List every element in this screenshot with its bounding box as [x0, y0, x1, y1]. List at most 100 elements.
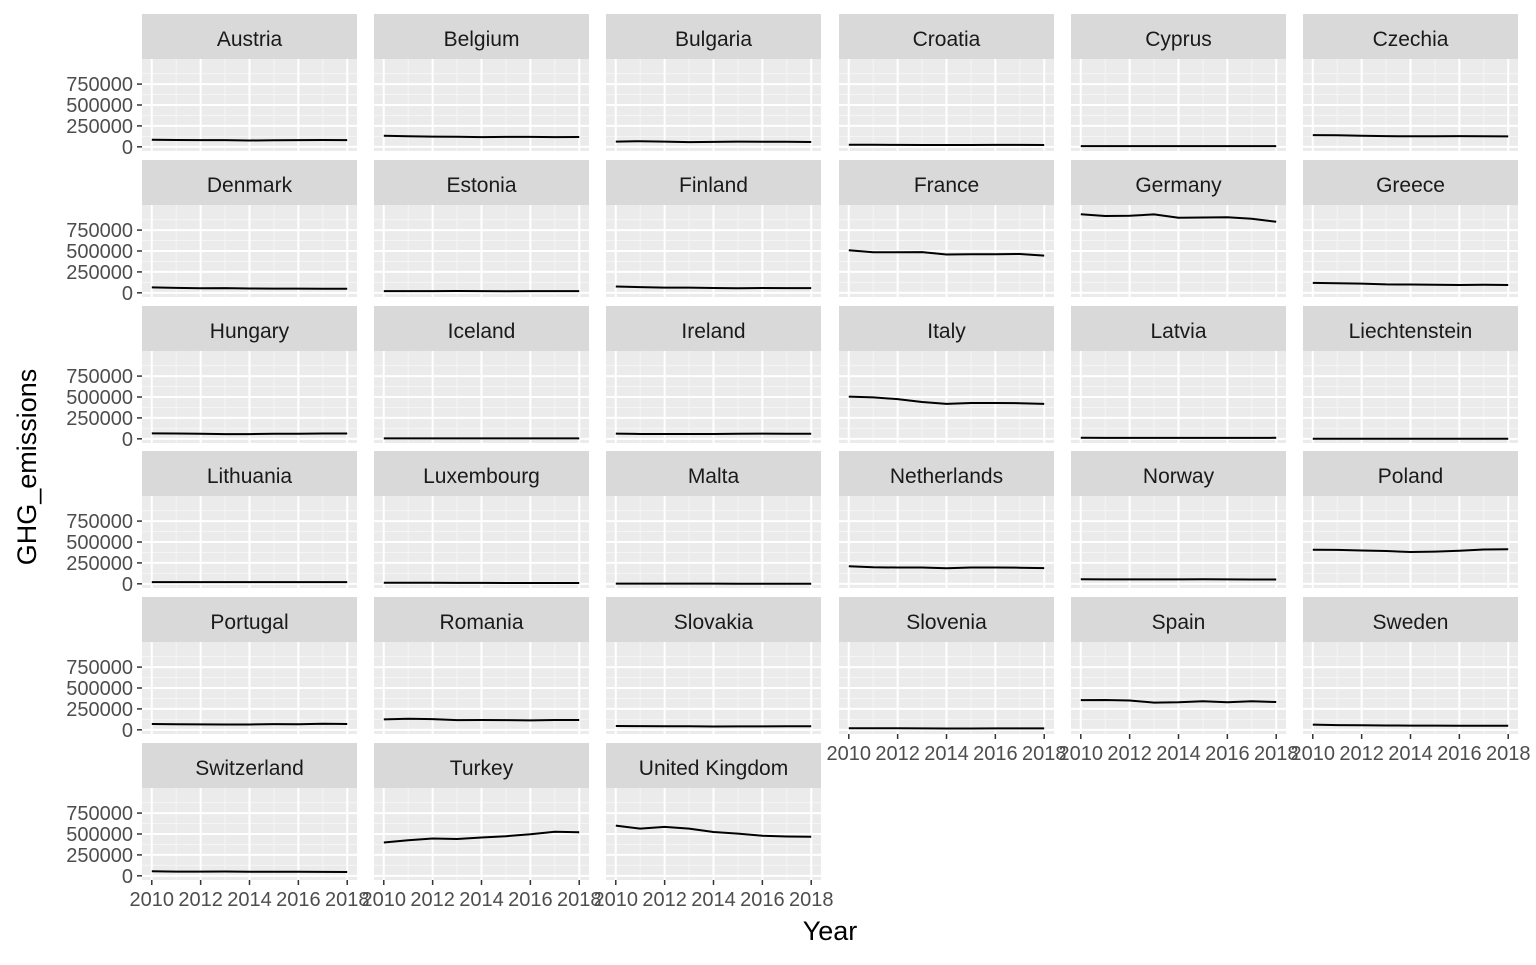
- y-tick-label: 250000: [66, 408, 133, 430]
- facet-panel: Romania: [374, 597, 589, 734]
- facet-strip-label: Switzerland: [195, 757, 304, 780]
- y-tick-label: 250000: [66, 262, 133, 284]
- y-tick-label: 500000: [66, 532, 133, 554]
- facet-panel: France: [839, 160, 1054, 297]
- x-tick-label: 2010: [827, 743, 872, 765]
- series-line: [152, 724, 347, 725]
- facet-strip-label: Estonia: [446, 174, 516, 197]
- facet-panel: Czechia: [1303, 14, 1518, 151]
- series-line: [152, 433, 347, 434]
- y-tick-label: 0: [122, 429, 133, 451]
- facet-panel: Germany: [1071, 160, 1286, 297]
- facet-panel: Belgium: [374, 14, 589, 151]
- y-tick-label: 750000: [66, 803, 133, 825]
- y-tick-label: 0: [122, 866, 133, 888]
- facet-strip-label: Bulgaria: [675, 28, 752, 51]
- facet-panel: Croatia: [839, 14, 1054, 151]
- y-tick-label: 0: [122, 720, 133, 742]
- series-line: [616, 726, 811, 727]
- facet-panel: Bulgaria: [606, 14, 821, 151]
- x-tick-label: 2016: [973, 743, 1018, 765]
- y-tick-label: 250000: [66, 845, 133, 867]
- x-tick-label: 2010: [130, 889, 175, 911]
- x-tick-label: 2014: [1388, 743, 1433, 765]
- y-tick-label: 750000: [66, 366, 133, 388]
- facet-strip-label: Malta: [688, 465, 740, 488]
- y-tick-label: 750000: [66, 511, 133, 533]
- series-line: [152, 871, 347, 872]
- facet-panel: Norway: [1071, 451, 1286, 588]
- x-tick-label: 2018: [789, 889, 834, 911]
- y-tick-label: 250000: [66, 699, 133, 721]
- x-tick-label: 2010: [1059, 743, 1104, 765]
- facet-panel: Cyprus: [1071, 14, 1286, 151]
- x-tick-label: 2010: [594, 889, 639, 911]
- facet-strip-label: Slovenia: [906, 611, 987, 634]
- y-tick-label: 250000: [66, 553, 133, 575]
- x-tick-label: 2018: [1486, 743, 1531, 765]
- facet-strip-label: United Kingdom: [639, 757, 788, 780]
- facet-strip-label: France: [914, 174, 979, 197]
- x-tick-label: 2010: [1291, 743, 1336, 765]
- x-tick-label: 2016: [276, 889, 321, 911]
- x-tick-label: 2012: [875, 743, 920, 765]
- facet-strip-label: Luxembourg: [423, 465, 540, 488]
- facet-strip-label: Cyprus: [1145, 28, 1212, 51]
- series-line: [1313, 725, 1508, 726]
- x-tick-label: 2012: [1107, 743, 1152, 765]
- y-tick-label: 500000: [66, 241, 133, 263]
- facet-panel: Ireland: [606, 306, 821, 443]
- facet-panel: Poland: [1303, 451, 1518, 588]
- facet-strip-label: Greece: [1376, 174, 1445, 197]
- x-tick-label: 2016: [740, 889, 785, 911]
- facet-strip-label: Iceland: [448, 320, 516, 343]
- y-axis-title: GHG_emissions: [12, 369, 42, 566]
- y-tick-label: 0: [122, 137, 133, 159]
- x-tick-label: 2012: [410, 889, 455, 911]
- facet-strip-label: Sweden: [1373, 611, 1449, 634]
- x-tick-label: 2016: [1437, 743, 1482, 765]
- facet-panel: Malta: [606, 451, 821, 588]
- facet-strip-label: Slovakia: [674, 611, 754, 634]
- y-tick-label: 0: [122, 574, 133, 596]
- facet-strip-label: Austria: [217, 28, 283, 51]
- facet-panel: Slovakia: [606, 597, 821, 734]
- facet-panel: Greece: [1303, 160, 1518, 297]
- facet-strip-label: Czechia: [1373, 28, 1449, 51]
- facet-strip-label: Finland: [679, 174, 748, 197]
- y-tick-label: 750000: [66, 220, 133, 242]
- x-tick-label: 2014: [1156, 743, 1201, 765]
- facet-strip-label: Latvia: [1150, 320, 1206, 343]
- x-tick-label: 2014: [227, 889, 272, 911]
- facet-strip-label: Spain: [1152, 611, 1206, 634]
- facet-strip-label: Hungary: [210, 320, 290, 343]
- y-tick-label: 500000: [66, 824, 133, 846]
- facet-strip-label: Croatia: [913, 28, 981, 51]
- x-tick-label: 2012: [178, 889, 223, 911]
- x-tick-label: 2010: [362, 889, 407, 911]
- facet-panel: Netherlands: [839, 451, 1054, 588]
- facet-strip-label: Ireland: [681, 320, 745, 343]
- facet-panel: Latvia: [1071, 306, 1286, 443]
- facet-strip-label: Norway: [1143, 465, 1215, 488]
- y-tick-label: 750000: [66, 74, 133, 96]
- x-axis-title: Year: [803, 916, 858, 946]
- series-line: [616, 141, 811, 142]
- x-tick-label: 2016: [1205, 743, 1250, 765]
- facet-strip-label: Liechtenstein: [1349, 320, 1473, 343]
- facet-panel: Liechtenstein: [1303, 306, 1518, 443]
- y-tick-label: 500000: [66, 678, 133, 700]
- facet-strip-label: Turkey: [450, 757, 514, 780]
- facet-strip-label: Portugal: [210, 611, 288, 634]
- y-tick-label: 0: [122, 283, 133, 305]
- facet-strip-label: Italy: [927, 320, 966, 343]
- y-tick-label: 500000: [66, 95, 133, 117]
- y-tick-label: 500000: [66, 387, 133, 409]
- facet-strip-label: Denmark: [207, 174, 293, 197]
- x-tick-label: 2012: [1339, 743, 1384, 765]
- facet-panel: Luxembourg: [374, 451, 589, 588]
- x-tick-label: 2014: [924, 743, 969, 765]
- y-tick-label: 250000: [66, 116, 133, 138]
